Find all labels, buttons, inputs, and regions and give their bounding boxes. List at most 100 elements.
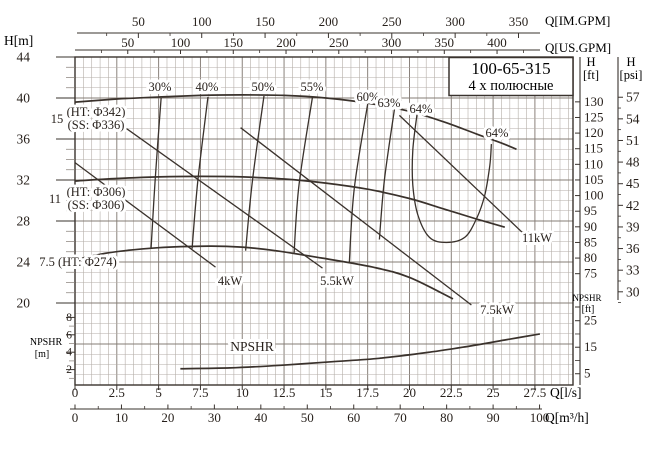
- annotation-55%: 55%: [301, 80, 324, 94]
- annotation-4kW: 4kW: [218, 274, 243, 288]
- annotation-50%: 50%: [252, 80, 275, 94]
- annotation-63%: 63%: [378, 96, 401, 110]
- tick-label-q-m3h: 70: [394, 410, 407, 425]
- tick-label-h-ft: 110: [584, 156, 603, 171]
- q-ls-axis-label: Q[l/s]: [550, 385, 582, 400]
- tick-label-q-ls: 7.5: [192, 385, 208, 400]
- tick-label-h-psi: 39: [626, 219, 640, 234]
- tick-label-q-m3h: 100: [530, 410, 550, 425]
- tick-label-h-ft: 90: [584, 219, 597, 234]
- annotation-11kW: 11kW: [522, 231, 552, 245]
- q-usgpm-axis-label: Q[US.GPM]: [545, 40, 611, 55]
- tick-label-q-ls: 0: [72, 385, 79, 400]
- tick-label-imgpm: 150: [255, 14, 275, 29]
- h-psi-axis-label-2: [psi]: [620, 68, 643, 82]
- tick-label-q-m3h: 30: [208, 410, 221, 425]
- power-line-5.5kW: [124, 127, 323, 269]
- tick-label-h-m: 24: [17, 255, 31, 270]
- npshr-ft-axis-label-2: [ft]: [582, 304, 595, 315]
- model-title: 100-65-315: [471, 59, 550, 78]
- annotation--SS-336-: (SS: Φ336): [68, 118, 125, 132]
- annotation-NPSHR: NPSHR: [230, 339, 274, 354]
- tick-label-h-psi: 45: [626, 176, 640, 191]
- power-line-11kW: [398, 114, 524, 234]
- annotation-40%: 40%: [196, 80, 219, 94]
- efficiency-contours: [150, 95, 493, 264]
- tick-label-q-m3h: 80: [440, 410, 453, 425]
- tick-label-h-ft: 130: [584, 94, 604, 109]
- annotation--HT-342-: (HT: Φ342): [67, 105, 126, 119]
- tick-label-npshr-m: 4: [66, 347, 72, 359]
- tick-label-h-psi: 42: [626, 198, 640, 213]
- tick-label-q-m3h: 50: [301, 410, 314, 425]
- tick-label-usgpm: 150: [224, 35, 244, 50]
- annotation-5.5kW: 5.5kW: [320, 274, 354, 288]
- efficiency-contour-30%: [150, 97, 162, 248]
- tick-label-q-m3h: 10: [115, 410, 128, 425]
- tick-label-usgpm: 250: [329, 35, 349, 50]
- tick-label-q-ls: 5: [155, 385, 162, 400]
- tick-label-h-m: 20: [17, 296, 31, 311]
- tick-label-q-ls: 25: [487, 385, 500, 400]
- tick-label-usgpm: 350: [435, 35, 455, 50]
- power-lines: [74, 114, 524, 306]
- tick-label-h-m: 36: [17, 132, 31, 147]
- tick-label-npshr-ft: 5: [584, 366, 591, 381]
- tick-label-usgpm: 50: [121, 35, 134, 50]
- tick-label-imgpm: 200: [319, 14, 339, 29]
- tick-label-h-m: 44: [17, 50, 31, 65]
- tick-label-q-m3h: 60: [347, 410, 360, 425]
- tick-label-h-psi: 54: [626, 111, 640, 126]
- annotation-7.5-HT-274-: 7.5 (HT: Φ274): [39, 255, 117, 269]
- tick-label-npshr-m: 2: [66, 364, 72, 376]
- title-box: 100-65-315 4 х полюсные: [448, 56, 574, 97]
- tick-label-usgpm: 200: [276, 35, 296, 50]
- tick-label-imgpm: 100: [192, 14, 212, 29]
- tick-label-usgpm: 400: [487, 35, 507, 50]
- tick-label-h-psi: 36: [626, 241, 640, 256]
- tick-label-h-ft: 75: [584, 266, 597, 281]
- tick-label-h-psi: 48: [626, 155, 640, 170]
- poles-subtitle: 4 х полюсные: [468, 78, 553, 94]
- tick-label-h-ft: 115: [584, 141, 603, 156]
- tick-label-q-ls: 17.5: [356, 385, 379, 400]
- tick-label-h-m: 32: [17, 173, 31, 188]
- tick-label-h-ft: 85: [584, 234, 597, 249]
- annotation-15: 15: [51, 112, 64, 126]
- tick-label-usgpm: 300: [382, 35, 402, 50]
- tick-label-npshr-m: 6: [66, 329, 72, 341]
- annotation--SS-306-: (SS: Φ306): [68, 198, 125, 212]
- tick-label-q-m3h: 0: [72, 410, 79, 425]
- tick-label-imgpm: 350: [509, 14, 529, 29]
- tick-label-h-psi: 51: [626, 133, 640, 148]
- npshr-m-axis-label-2: [m]: [35, 349, 49, 360]
- head-curve-3: [74, 245, 454, 300]
- tick-label-q-ls: 20: [403, 385, 416, 400]
- tick-label-npshr-ft: 25: [584, 313, 597, 328]
- npshr-ft-axis-label-1: NPSHR: [572, 293, 601, 303]
- annotation-64%: 64%: [410, 102, 433, 116]
- tick-label-h-ft: 95: [584, 203, 597, 218]
- annotation-64%: 64%: [486, 126, 509, 140]
- tick-label-h-ft: 125: [584, 109, 604, 124]
- curve-labels: 30% 40% 50% 55% 60%63% 64% 64% 4kW 5.5kW 7.5kW 11k…: [36, 77, 555, 357]
- tick-label-q-m3h: 90: [487, 410, 500, 425]
- power-line-4kW: [74, 162, 216, 268]
- tick-label-usgpm: 100: [171, 35, 191, 50]
- q-imgpm-axis-label: Q[IM.GPM]: [545, 13, 610, 28]
- annotation-11: 11: [49, 192, 61, 206]
- tick-label-h-psi: 33: [626, 263, 640, 278]
- tick-label-h-ft: 100: [584, 188, 604, 203]
- tick-label-imgpm: 250: [382, 14, 402, 29]
- annotation-7.5kW: 7.5kW: [480, 303, 514, 317]
- tick-label-q-ls: 22.5: [440, 385, 463, 400]
- tick-label-q-ls: 2.5: [109, 385, 125, 400]
- tick-label-q-ls: 12.5: [273, 385, 296, 400]
- tick-label-imgpm: 50: [132, 14, 145, 29]
- annotation-60%: 60%: [357, 90, 380, 104]
- efficiency-contour-63%: [378, 109, 396, 240]
- tick-label-h-psi: 30: [626, 284, 640, 299]
- tick-label-q-ls: 27.5: [524, 385, 547, 400]
